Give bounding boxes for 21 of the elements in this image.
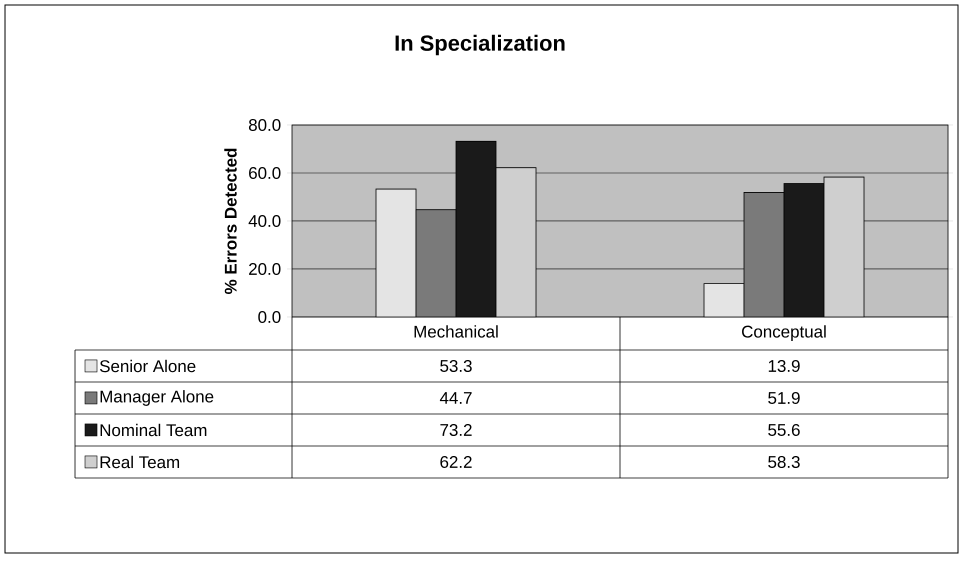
- data-label: 73.2: [440, 424, 472, 436]
- legend-label: Nominal Team: [100, 424, 206, 436]
- data-label: 51.9: [768, 392, 800, 404]
- data-label: 53.3: [440, 360, 472, 372]
- legend-label: Real Team: [100, 456, 180, 468]
- data-label: 58.3: [768, 456, 800, 468]
- y-tick-label: 80.0: [248, 118, 281, 131]
- y-axis-title: % Errors Detected: [224, 148, 237, 294]
- data-label: 44.7: [440, 392, 472, 404]
- x-tick-label: Conceptual: [742, 325, 826, 341]
- x-tick-label: Mechanical: [414, 325, 498, 338]
- y-tick-label: 60.0: [249, 166, 281, 179]
- y-tick-label: 40.0: [248, 214, 281, 227]
- data-label: 13.9: [768, 360, 800, 372]
- legend-label: Manager Alone: [100, 390, 214, 406]
- y-tick-label: 0.0: [258, 310, 281, 323]
- legend-label: Senior Alone: [100, 360, 196, 372]
- chart-title: In Specialization: [396, 34, 565, 56]
- y-tick-label: 20.0: [249, 262, 281, 275]
- data-label: 62.2: [440, 456, 472, 468]
- data-label: 55.6: [768, 424, 800, 436]
